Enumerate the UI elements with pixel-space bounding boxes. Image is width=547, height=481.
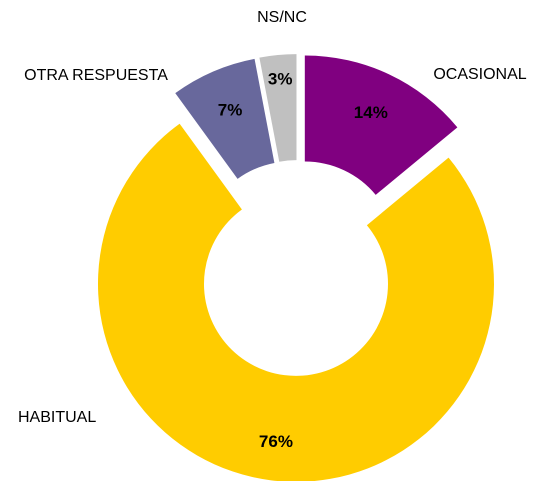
donut-slice	[175, 58, 275, 179]
value-label: 14%	[354, 103, 388, 122]
value-label: 76%	[259, 432, 293, 451]
category-label: OCASIONAL	[433, 66, 526, 83]
category-label: OTRA RESPUESTA	[24, 67, 168, 84]
category-label: NS/NC	[257, 9, 307, 26]
donut-slice	[304, 55, 458, 195]
donut-slice	[259, 54, 297, 162]
donut-slice	[97, 123, 494, 481]
value-label: 3%	[268, 69, 293, 88]
category-label: HABITUAL	[18, 409, 96, 426]
value-label: 7%	[218, 101, 243, 120]
